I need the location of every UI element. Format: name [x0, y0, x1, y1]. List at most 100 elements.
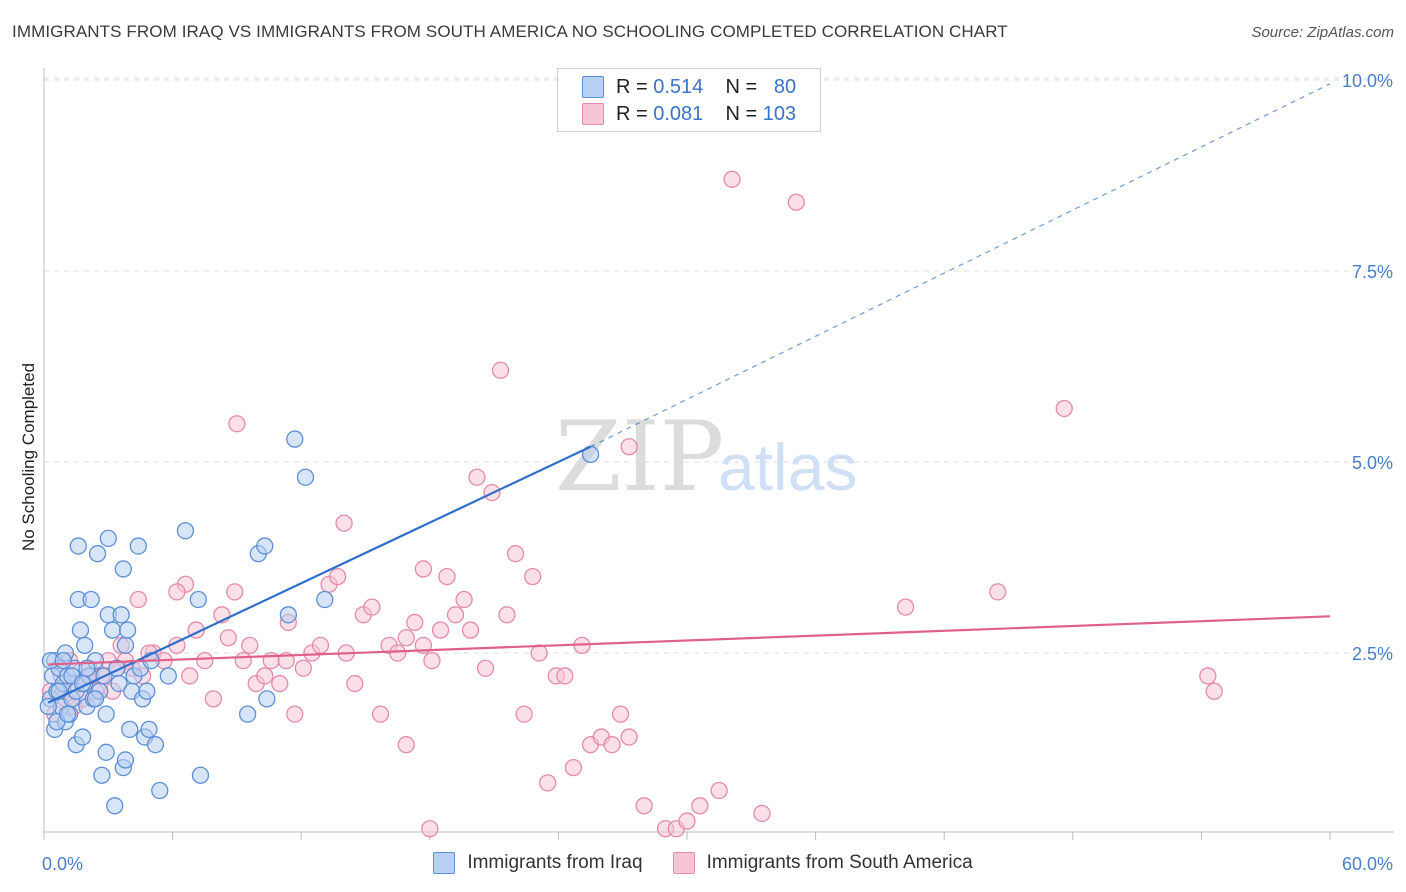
south-america-point	[129, 590, 147, 609]
south-america-point	[181, 667, 199, 685]
iraq-point	[73, 728, 92, 746]
iraq-point	[58, 705, 77, 723]
iraq-point	[118, 621, 137, 639]
south-america-point	[753, 804, 771, 823]
iraq-point	[116, 751, 135, 769]
iraq-point	[39, 697, 57, 716]
south-america-point	[438, 567, 456, 586]
south-america-point	[286, 705, 304, 723]
south-america-point	[271, 674, 289, 693]
legend: R = 0.514 N = 80 R = 0.081 N = 103	[557, 68, 821, 132]
iraq-point	[191, 766, 210, 784]
iraq-point	[238, 705, 257, 723]
iraq-point	[279, 606, 297, 624]
south-america-point	[491, 361, 510, 379]
south-america-point	[346, 674, 364, 693]
y-tick-label: 7.5%	[1352, 262, 1393, 282]
iraq-point	[71, 621, 90, 639]
iraq-point	[88, 545, 107, 563]
iraq-point	[146, 736, 165, 754]
legend-r-label: R =	[616, 102, 648, 125]
south-america-point	[515, 705, 533, 723]
south-america-point	[678, 812, 696, 830]
x-tick-left: 0.0%	[42, 854, 83, 874]
south-america-point	[397, 629, 415, 647]
south-america-point	[423, 651, 441, 670]
south-america-point	[498, 606, 516, 624]
south-america-point	[787, 193, 805, 211]
iraq-point	[129, 537, 147, 555]
legend-n-label: N =	[725, 102, 758, 125]
bottom-legend-label-sa: Immigrants from South America	[706, 852, 973, 873]
iraq-trend-extension	[590, 83, 1331, 448]
watermark-zip: ZIP	[555, 401, 724, 513]
iraq-point	[76, 636, 94, 655]
iraq-point	[103, 621, 122, 639]
iraq-point	[110, 674, 128, 693]
legend-row-iraq: R = 0.514 N = 80	[582, 74, 796, 100]
south-america-point	[446, 606, 465, 624]
iraq-point	[316, 590, 334, 609]
iraq-point	[99, 529, 117, 548]
iraq-point	[296, 468, 315, 486]
watermark: ZIP atlas	[555, 401, 857, 513]
south-america-point	[524, 567, 542, 586]
south-america-trend-line	[48, 615, 1331, 666]
south-america-point	[530, 644, 548, 662]
iraq-point	[121, 720, 139, 739]
iraq-point	[54, 651, 72, 670]
bottom-legend-sa: Immigrants from South America	[672, 852, 973, 874]
iraq-point	[69, 537, 87, 555]
iraq-point	[286, 430, 304, 448]
legend-n-value: 103	[762, 102, 797, 125]
iraq-point	[82, 590, 100, 609]
south-america-point	[328, 567, 347, 586]
south-america-point	[896, 598, 915, 616]
grid-lines	[44, 77, 1394, 654]
south-america-point	[256, 667, 274, 685]
y-axis-label: No Schooling Completed	[19, 363, 38, 551]
south-america-point	[363, 598, 381, 616]
legend-r-label: R =	[616, 75, 648, 98]
bottom-legend-label-iraq: Immigrants from Iraq	[467, 852, 643, 873]
y-tick-label: 10.0%	[1342, 71, 1393, 91]
iraq-point	[97, 743, 115, 761]
y-tick-label: 2.5%	[1352, 644, 1393, 664]
iraq-point	[151, 781, 169, 800]
bottom-legend-swatch-sa	[672, 852, 695, 874]
iraq-point	[93, 766, 111, 784]
south-america-point	[219, 629, 237, 647]
south-america-point	[421, 820, 439, 838]
south-america-point	[564, 758, 583, 777]
legend-n-label: N =	[725, 75, 758, 98]
iraq-point	[138, 682, 156, 700]
iraq-point	[116, 636, 135, 655]
axes: 2.5% 5.0% 7.5% 10.0%	[43, 68, 1394, 840]
iraq-point	[189, 590, 207, 609]
chart-title: IMMIGRANTS FROM IRAQ VS IMMIGRANTS FROM …	[12, 22, 1008, 41]
south-america-point	[710, 781, 728, 800]
iraq-point	[97, 705, 115, 723]
south-america-point	[723, 170, 741, 188]
iraq-point	[112, 606, 130, 624]
legend-n-value: 80	[773, 75, 797, 98]
bottom-legend: Immigrants from Iraq Immigrants from Sou…	[0, 852, 1406, 874]
south-america-point	[196, 651, 214, 670]
trend-lines	[47, 83, 1331, 704]
south-america-point	[556, 667, 574, 685]
legend-swatch-sa	[582, 103, 604, 125]
south-america-point	[388, 644, 407, 662]
south-america-point	[431, 621, 450, 639]
south-america-point	[168, 583, 186, 601]
south-america-point	[414, 560, 433, 578]
south-america-point	[506, 545, 525, 563]
south-america-point	[691, 797, 709, 815]
south-america-point	[371, 705, 390, 723]
south-america-point	[455, 590, 473, 609]
iraq-point	[140, 720, 158, 739]
south-america-point	[397, 736, 415, 754]
south-america-point	[204, 690, 222, 708]
bottom-legend-iraq: Immigrants from Iraq	[433, 852, 643, 874]
iraq-point	[78, 659, 96, 677]
